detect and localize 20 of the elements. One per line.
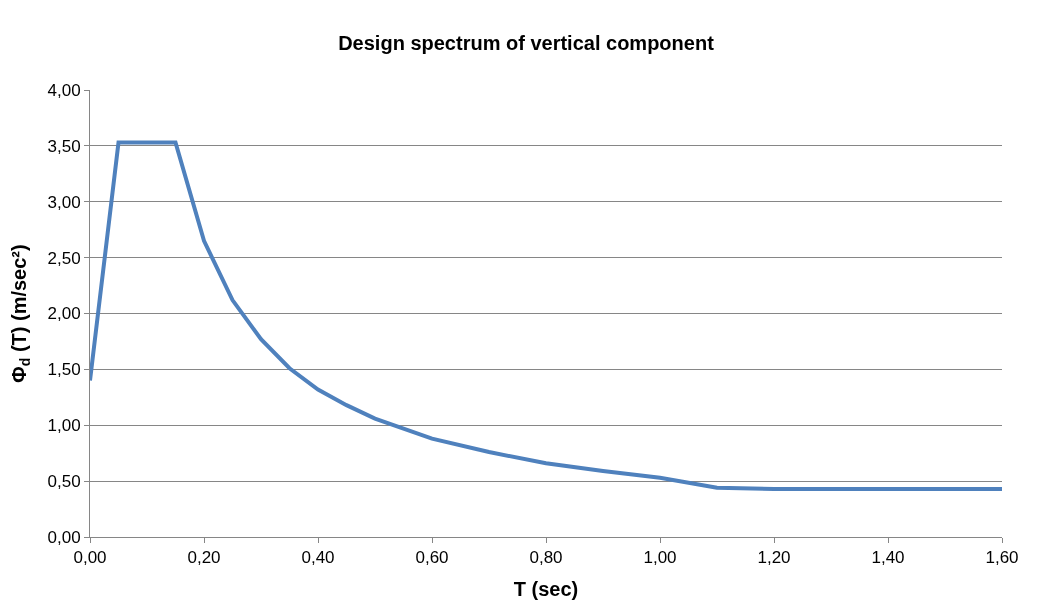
y-tick-label: 0,00 [47,527,81,547]
y-tick-label: 3,00 [47,192,81,212]
x-axis-title: T (sec) [513,577,579,600]
y-tick-label: 2,00 [47,304,81,324]
y-tick-label: 1,50 [47,360,81,380]
x-tick-label: 1,00 [643,548,677,568]
y-tick-label: 2,50 [47,248,81,268]
chart-title: Design spectrum of vertical component [338,32,715,55]
x-tick-label: 0,00 [73,548,107,568]
y-tick-label: 0,50 [47,472,81,492]
y-tick-label: 4,00 [47,80,81,100]
x-tick-label: 1,60 [985,548,1019,568]
x-tick-label: 1,20 [757,548,791,568]
x-tick-label: 0,80 [529,548,563,568]
x-tick-label: 0,40 [301,548,335,568]
x-tick-label: 0,20 [187,548,221,568]
x-tick-label: 1,40 [871,548,905,568]
x-tick-label: 0,60 [415,548,449,568]
y-tick-label: 1,00 [47,416,81,436]
y-tick-label: 3,50 [47,136,81,156]
